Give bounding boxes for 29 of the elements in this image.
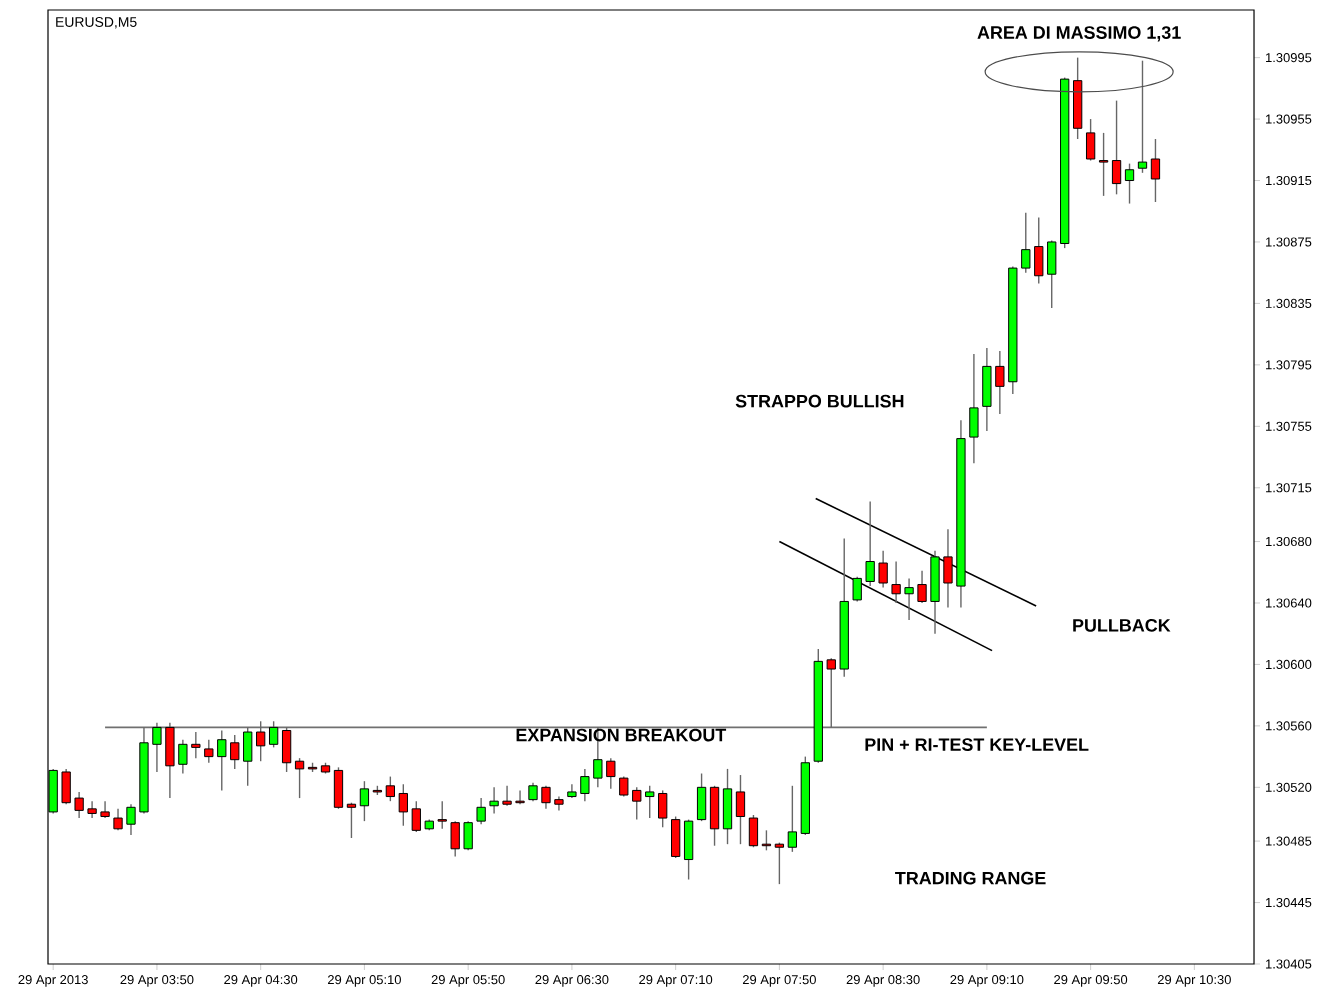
candlestick	[748, 814, 759, 848]
candlestick	[683, 818, 694, 881]
annotation: EXPANSION BREAKOUT	[516, 728, 727, 742]
candlestick	[1073, 56, 1083, 140]
candlestick	[1150, 138, 1161, 203]
candlestick	[774, 841, 785, 885]
candlestick	[709, 785, 720, 847]
annotation: TRADING RANGE	[895, 871, 1046, 885]
candlestick	[969, 353, 979, 464]
candlestick	[476, 797, 486, 825]
annotation: AREA DI MASSIMO 1,31	[977, 26, 1181, 42]
candlestick	[1137, 59, 1148, 174]
candlestick	[671, 815, 681, 859]
annotation: PIN + RI-TEST KEY-LEVEL	[865, 738, 1089, 751]
candlestick	[346, 802, 357, 839]
candlestick	[1124, 162, 1135, 205]
candlestick	[696, 772, 707, 822]
candlestick	[735, 774, 746, 845]
candlestick	[787, 785, 798, 853]
candlestick	[385, 775, 395, 802]
candlestick	[1085, 118, 1096, 162]
annotation: STRAPPO BULLISH	[735, 394, 904, 408]
candlestick	[1111, 99, 1122, 196]
candlestick	[294, 757, 305, 799]
candlestick	[722, 768, 733, 845]
candlestick	[1098, 132, 1109, 197]
candlestick	[359, 780, 370, 822]
candlestick	[333, 766, 344, 810]
annotation: PULLBACK	[1073, 618, 1171, 632]
